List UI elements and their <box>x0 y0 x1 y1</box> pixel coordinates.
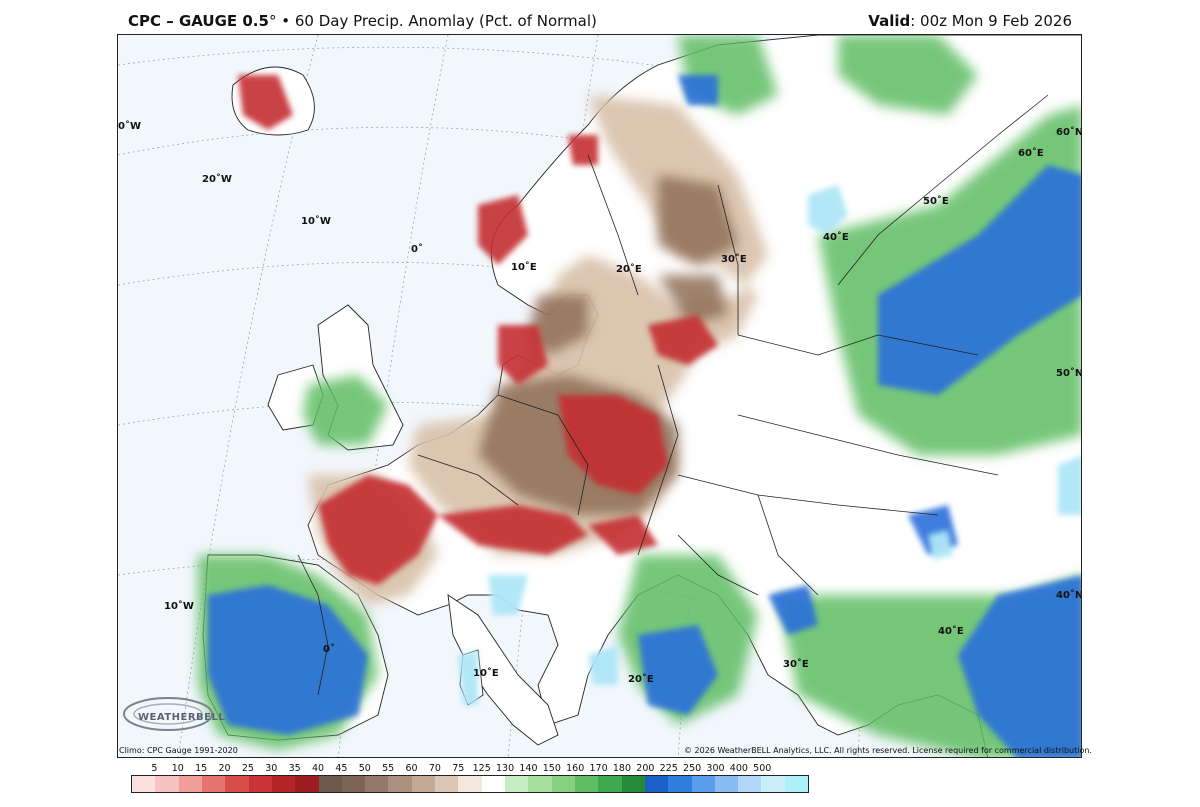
valid-value: : 00z Mon 9 Feb 2026 <box>910 12 1072 30</box>
legend-swatch <box>761 776 785 792</box>
legend-swatch <box>691 776 715 792</box>
valid-time: Valid: 00z Mon 9 Feb 2026 <box>868 12 1072 30</box>
legend-tick-label: 170 <box>589 763 608 774</box>
copyright-notice: © 2026 WeatherBELL Analytics, LLC. All r… <box>684 746 1092 755</box>
label-20w: 20˚W <box>202 173 232 185</box>
legend-tick-label: 140 <box>519 763 538 774</box>
legend-tick-label: 75 <box>452 763 465 774</box>
legend-tick-label: 20 <box>218 763 231 774</box>
label-0w: 0˚W <box>118 120 141 132</box>
legend-tick-label: 15 <box>195 763 208 774</box>
legend-swatch <box>295 776 319 792</box>
legend-tick-label: 30 <box>265 763 278 774</box>
legend-tick-label: 50 <box>358 763 371 774</box>
legend-tick-label: 125 <box>472 763 491 774</box>
legend-swatch <box>598 776 622 792</box>
legend-swatch <box>738 776 762 792</box>
legend-swatch <box>435 776 459 792</box>
legend-tick-label: 180 <box>612 763 632 774</box>
legend-swatch <box>784 776 809 792</box>
legend-tick-label: 200 <box>636 763 655 774</box>
product-name: CPC – GAUGE 0.5 <box>128 12 269 30</box>
label-50e: 50˚E <box>923 195 949 207</box>
anomaly-dry-red <box>238 75 718 585</box>
legend-swatch <box>505 776 529 792</box>
legend-tick-label: 45 <box>335 763 348 774</box>
label-50n: 50˚N <box>1056 367 1082 379</box>
map-canvas: 0˚W 20˚W 10˚W 0˚ 10˚E 20˚E 30˚E 40˚E 50˚… <box>118 35 1082 757</box>
map-title: CPC – GAUGE 0.5° • 60 Day Precip. Anomla… <box>128 12 597 30</box>
title-separator: • <box>276 12 295 30</box>
legend-swatch <box>341 776 366 792</box>
legend-tick-label: 40 <box>311 763 325 774</box>
legend-swatch <box>388 776 412 792</box>
anomaly-wet-cyan <box>458 185 1081 705</box>
label-10w-south: 10˚W <box>164 600 194 612</box>
borders <box>297 94 1049 696</box>
label-60e: 60˚E <box>1018 147 1044 159</box>
legend-swatch <box>714 776 739 792</box>
degree-sign: ° <box>268 12 277 30</box>
label-10e-south: 10˚E <box>473 667 499 679</box>
label-60n: 60˚N <box>1056 126 1082 138</box>
map-description: 60 Day Precip. Anomlay (Pct. of Normal) <box>294 12 597 30</box>
climo-credit: Climo: CPC Gauge 1991-2020 <box>119 746 238 755</box>
legend-swatch <box>411 776 436 792</box>
legend-tick-label: 250 <box>683 763 702 774</box>
legend-tick-label: 70 <box>428 763 441 774</box>
legend-tick-label: 5 <box>151 763 158 774</box>
legend-tick-label: 35 <box>288 763 301 774</box>
graticule-labels: 0˚W 20˚W 10˚W 0˚ 10˚E 20˚E 30˚E 40˚E 50˚… <box>118 120 1082 685</box>
legend-swatch <box>481 776 505 792</box>
legend-swatch <box>201 776 226 792</box>
legend-tick-label: 500 <box>753 763 772 774</box>
legend-tick-label: 400 <box>729 763 748 774</box>
legend-labels: 5 10 15 20 25 30 35 40 45 50 55 60 70 75 125 130 140 150 1… <box>131 763 809 775</box>
legend-tick-label: 300 <box>706 763 725 774</box>
label-40e: 40˚E <box>823 231 849 243</box>
legend-tick-label: 60 <box>405 763 418 774</box>
label-30e-south: 30˚E <box>783 658 809 670</box>
legend-tick-label: 55 <box>382 763 395 774</box>
legend-swatch <box>248 776 272 792</box>
legend-swatch <box>668 776 692 792</box>
legend-tick-label: 150 <box>542 763 561 774</box>
legend-tick-label: 225 <box>659 763 678 774</box>
legend-swatch <box>574 776 599 792</box>
weatherbell-logo-icon <box>123 697 213 731</box>
label-20e-south: 20˚E <box>628 673 654 685</box>
legend-swatch <box>551 776 575 792</box>
legend-tick-label: 160 <box>566 763 585 774</box>
label-30e: 30˚E <box>721 253 747 265</box>
legend-swatch <box>621 776 645 792</box>
legend-swatch <box>528 776 552 792</box>
legend-swatch <box>155 776 179 792</box>
precip-anomaly-map[interactable]: 0˚W 20˚W 10˚W 0˚ 10˚E 20˚E 30˚E 40˚E 50˚… <box>117 34 1082 758</box>
label-10w: 10˚W <box>301 215 331 227</box>
legend-swatch <box>225 776 249 792</box>
legend-swatch <box>318 776 342 792</box>
legend-swatch <box>458 776 482 792</box>
label-0: 0˚ <box>411 243 423 255</box>
legend-tick-label: 130 <box>495 763 515 774</box>
legend-tick-label: 10 <box>171 763 184 774</box>
legend-tick-label: 25 <box>241 763 254 774</box>
legend-swatch <box>644 776 669 792</box>
label-0-south: 0˚ <box>323 643 335 655</box>
valid-label: Valid <box>868 12 911 30</box>
color-legend <box>131 775 809 793</box>
legend-swatch <box>132 776 156 792</box>
legend-swatch <box>365 776 389 792</box>
logo-wordmark: WEATHERBELL <box>138 712 226 723</box>
legend-swatch <box>271 776 296 792</box>
label-40n: 40˚N <box>1056 589 1082 601</box>
label-40e-south: 40˚E <box>938 625 964 637</box>
label-10e: 10˚E <box>511 261 537 273</box>
label-20e: 20˚E <box>616 263 642 275</box>
legend-swatch <box>178 776 202 792</box>
